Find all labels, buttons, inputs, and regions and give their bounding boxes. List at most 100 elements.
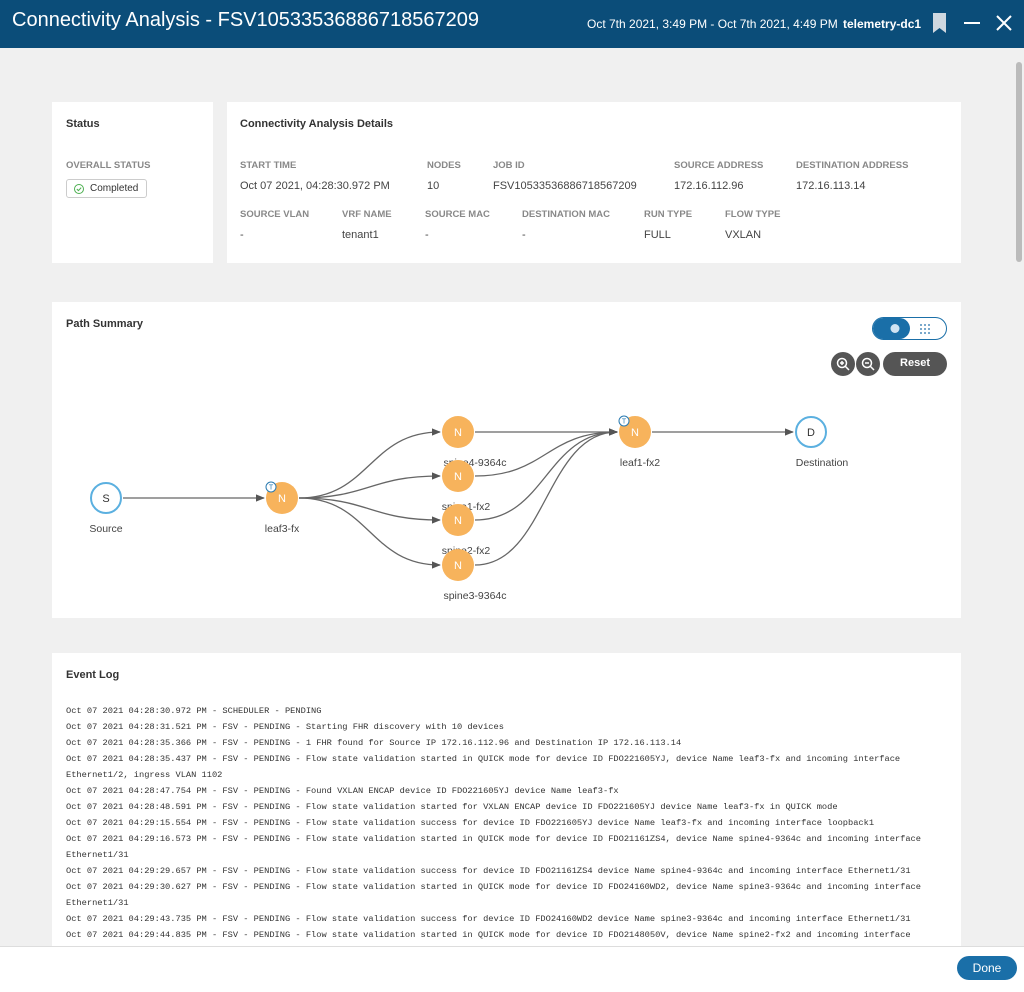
graph-edge [298,472,441,499]
fabric-name[interactable]: telemetry-dc1 [843,17,922,31]
node-badge-letter: T [622,419,627,426]
field-value: FSV10533536886718567209 [493,180,637,192]
details-card [227,102,961,263]
field-label: DESTINATION ADDRESS [796,160,909,171]
field-value: VXLAN [725,229,762,241]
node-letter: N [454,427,462,439]
status-card [52,102,213,263]
graph-edge [298,497,441,569]
graph-edge [474,428,618,566]
field-value: 172.16.112.96 [674,180,744,192]
field-label: SOURCE MAC [425,209,490,220]
node-label: leaf3-fx [265,523,300,535]
node-letter: N [454,471,462,483]
field-label: START TIME [240,160,297,171]
scrollbar[interactable] [1014,48,1024,946]
page-title: Connectivity Analysis - FSV1053353688671… [12,9,479,31]
card-title: Path Summary [66,318,144,330]
status-value: Completed [90,183,139,194]
field-label: SOURCE ADDRESS [674,160,764,171]
zoom-in-button[interactable] [831,352,855,376]
graph-node[interactable]: S Source [89,482,123,535]
node-letter: D [807,427,815,439]
field-label: SOURCE VLAN [240,209,310,220]
check-icon [74,184,84,194]
field-value: - [522,229,526,241]
node-circle [442,504,474,536]
field-value: 10 [427,180,440,192]
field-label: DESTINATION MAC [522,209,610,220]
graph-edge [474,428,618,477]
path-summary-card [52,302,961,618]
bookmark-icon[interactable] [933,13,946,33]
event-log-card [52,653,961,953]
node-circle [442,416,474,448]
field-label: NODES [427,160,461,171]
field-label: RUN TYPE [644,209,693,220]
log-entry: Oct 07 2021 04:29:30.627 PM - FSV - PEND… [66,882,921,908]
log-entry: Oct 07 2021 04:29:44.835 PM - FSV - PEND… [66,930,911,940]
card-title: Event Log [66,669,120,681]
node-letter: N [631,427,639,439]
node-badge [265,481,277,493]
log-entry: Oct 07 2021 04:29:16.573 PM - FSV - PEND… [66,834,921,860]
node-label: leaf1-fx2 [620,457,660,469]
log-entry: Oct 07 2021 04:29:43.735 PM - FSV - PEND… [66,914,911,924]
node-letter: N [454,515,462,527]
graph-view-icon [890,324,900,333]
node-letter: N [278,493,286,505]
graph-node[interactable]: D Destination [795,416,849,469]
status-badge: Completed [66,179,147,198]
field-value: - [240,229,244,241]
header: Connectivity Analysis - FSV1053353688671… [0,0,1024,48]
graph-controls [831,317,947,376]
node-circle [442,460,474,492]
zoom-out-button[interactable] [856,352,880,376]
node-label: spine3-9364c [443,590,506,602]
node-circle [795,416,827,448]
log-entry: Oct 07 2021 04:28:47.754 PM - FSV - PEND… [66,786,619,796]
field-label: VRF NAME [342,209,392,220]
field-value: 172.16.113.14 [796,180,866,192]
graph-edge [474,428,618,521]
log-entry: Oct 07 2021 04:28:31.521 PM - FSV - PEND… [66,722,504,732]
node-badge [618,415,630,427]
event-log: Oct 07 2021 04:28:30.972 PM - SCHEDULER … [66,703,950,943]
graph-edge [298,497,441,524]
time-range[interactable]: Oct 7th 2021, 3:49 PM - Oct 7th 2021, 4:… [587,17,838,31]
log-entry: Oct 07 2021 04:29:15.554 PM - FSV - PEND… [66,818,875,828]
node-badge-letter: T [269,485,274,492]
card-title: Status [66,118,100,130]
node-label: Source [89,523,122,535]
graph-edge [298,428,441,499]
path-graph: SSourceNleaf3-fxTNspine4-9364cNspine1-fx… [89,415,849,602]
reset-button[interactable]: Reset [883,352,947,376]
log-entry: Oct 07 2021 04:29:29.657 PM - FSV - PEND… [66,866,911,876]
field-value: Oct 07 2021, 04:28:30.972 PM [240,180,390,192]
node-circle [442,549,474,581]
footer [0,946,1024,992]
log-entry: Oct 07 2021 04:28:35.437 PM - FSV - PEND… [66,754,901,780]
field-value: FULL [644,229,671,241]
node-label: Destination [796,457,849,469]
node-letter: N [454,560,462,572]
log-entry: Oct 07 2021 04:28:48.591 PM - FSV - PEND… [66,802,838,812]
card-title: Connectivity Analysis Details [240,118,394,130]
close-icon[interactable] [996,15,1012,31]
done-button[interactable]: Done [957,956,1017,980]
grid-view-icon[interactable] [920,324,930,334]
field-label: JOB ID [493,160,525,171]
field-value: - [425,229,429,241]
log-entry: Oct 07 2021 04:28:35.366 PM - FSV - PEND… [66,738,682,748]
log-entry: Oct 07 2021 04:28:30.972 PM - SCHEDULER … [66,706,322,716]
node-circle [90,482,122,514]
field-label: FLOW TYPE [725,209,781,220]
scrollbar-thumb[interactable] [1016,62,1022,262]
field-label: OVERALL STATUS [66,160,151,171]
window-controls [933,13,1012,33]
